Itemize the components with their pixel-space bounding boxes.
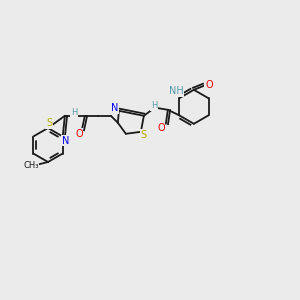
Text: N: N: [62, 136, 69, 146]
Text: S: S: [46, 118, 52, 128]
Text: O: O: [75, 129, 83, 139]
Text: H: H: [151, 101, 157, 110]
Text: O: O: [157, 123, 165, 133]
Text: S: S: [141, 130, 147, 140]
Text: CH₃: CH₃: [23, 160, 39, 169]
Text: H: H: [71, 108, 77, 117]
Text: O: O: [205, 80, 213, 90]
Text: NH: NH: [169, 86, 184, 96]
Text: N: N: [111, 103, 118, 113]
